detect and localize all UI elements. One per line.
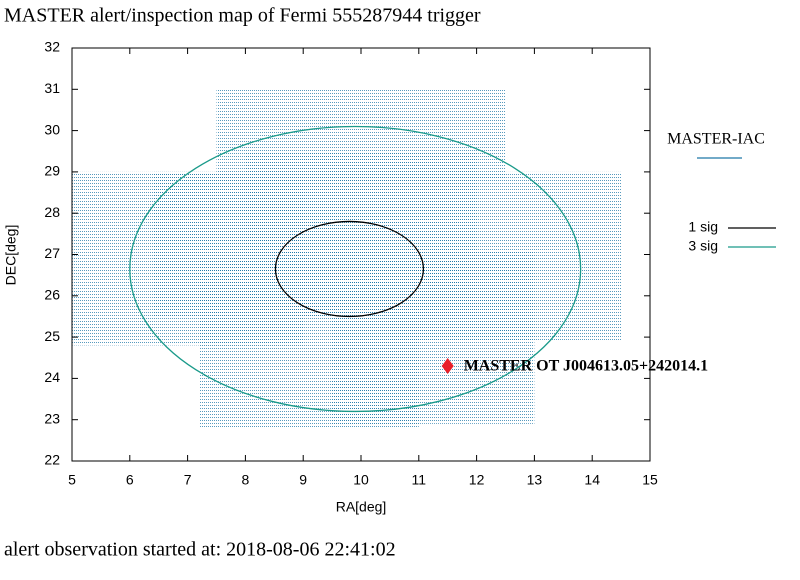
- x-tick-label: 8: [242, 472, 250, 488]
- y-tick-label: 23: [44, 410, 60, 426]
- x-tick-label: 6: [126, 472, 134, 488]
- transient-marker: [441, 358, 454, 375]
- x-axis-label: RA[deg]: [336, 499, 387, 515]
- transient-label: MASTER OT J004613.05+242014.1: [464, 358, 708, 375]
- x-tick-label: 10: [353, 472, 369, 488]
- y-tick-label: 26: [44, 287, 60, 303]
- x-tick-label: 5: [68, 472, 76, 488]
- y-tick-label: 25: [44, 328, 60, 344]
- x-tick-label: 13: [527, 472, 543, 488]
- y-tick-label: 29: [44, 163, 60, 179]
- footer: alert observation started at: 2018-08-06…: [4, 539, 396, 561]
- error-ellipse: [274, 220, 425, 318]
- y-tick-label: 30: [44, 121, 60, 137]
- legend-label: 1 sig: [688, 219, 718, 235]
- x-tick-label: 11: [412, 472, 427, 488]
- y-tick-label: 22: [44, 452, 60, 468]
- legend-label: 3 sig: [688, 238, 718, 254]
- x-tick-label: 12: [469, 472, 485, 488]
- legend-label: MASTER-IAC: [667, 131, 765, 148]
- x-tick-label: 15: [642, 472, 658, 488]
- chart-title: MASTER alert/inspection map of Fermi 555…: [4, 5, 481, 27]
- error-ellipse: [129, 125, 582, 413]
- field: [152, 171, 390, 317]
- y-tick-label: 31: [44, 80, 60, 96]
- x-tick-label: 14: [584, 472, 600, 488]
- y-tick-label: 24: [44, 369, 60, 385]
- y-tick-label: 28: [44, 204, 60, 220]
- x-tick-label: 9: [299, 472, 307, 488]
- y-tick-label: 32: [44, 39, 60, 55]
- y-axis-label: DEC[deg]: [3, 225, 19, 286]
- y-tick-label: 27: [44, 245, 60, 261]
- x-tick-label: 7: [184, 472, 192, 488]
